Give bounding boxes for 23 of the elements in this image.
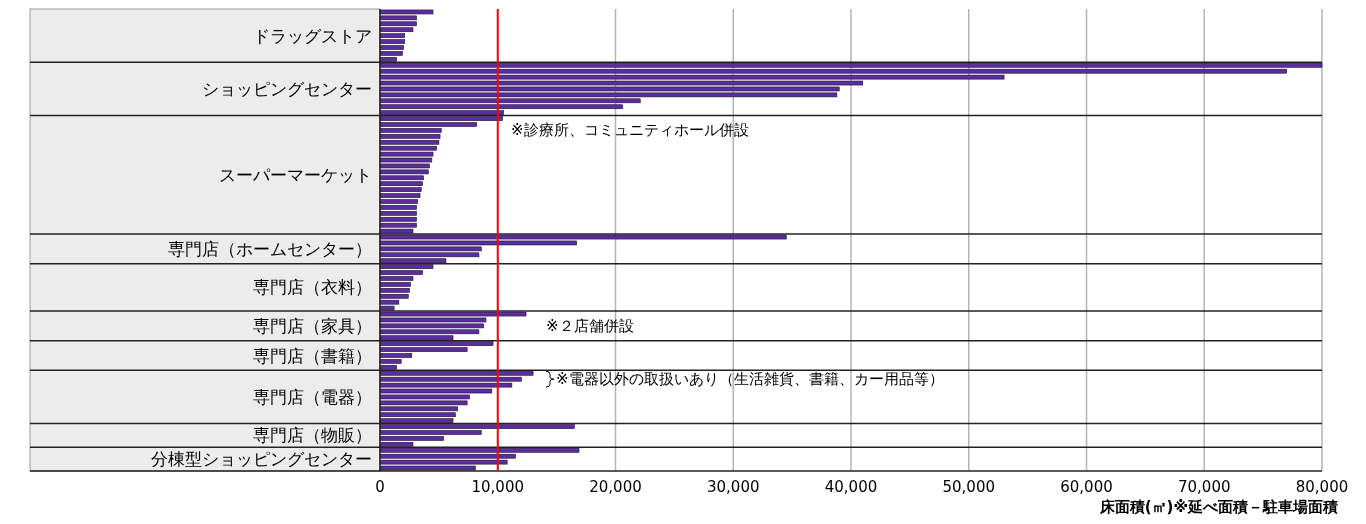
x-tick-label: 80,000 [1295, 478, 1349, 496]
series-label: 専門店（衣料） [253, 277, 372, 298]
series-label: スーパーマーケット [219, 164, 372, 185]
series-label: 専門店（電器） [253, 386, 372, 407]
annotation: ※２店舗併設 [546, 316, 634, 335]
x-tick-label: 20,000 [589, 478, 642, 496]
series-label: 専門店（ホームセンター） [168, 238, 372, 259]
x-tick-label: 0 [375, 478, 385, 496]
x-tick-label: 70,000 [1178, 478, 1231, 496]
x-tick-label: 50,000 [942, 478, 995, 496]
x-tick-label: 60,000 [1060, 478, 1113, 496]
annotation: ※電器以外の取扱いあり（生活雑貨、書籍、カー用品等） [556, 370, 944, 389]
annotation: ※診療所、コミュニティホール併設 [511, 121, 749, 140]
x-axis-title: 床面積(㎡)※延べ面積－駐車場面積 [1098, 498, 1338, 516]
x-tick-label: 30,000 [707, 478, 760, 496]
series-label: ドラッグストア [253, 25, 372, 46]
series-label: 分棟型ショッピングセンター [151, 449, 372, 470]
series-label: ショッピングセンター [202, 78, 372, 99]
series-label: 専門店（家具） [253, 315, 372, 336]
x-tick-label: 10,000 [471, 478, 524, 496]
x-tick-label: 40,000 [824, 478, 878, 496]
series-label: 専門店（書籍） [253, 345, 372, 366]
series-label: 専門店（物販） [253, 425, 372, 446]
